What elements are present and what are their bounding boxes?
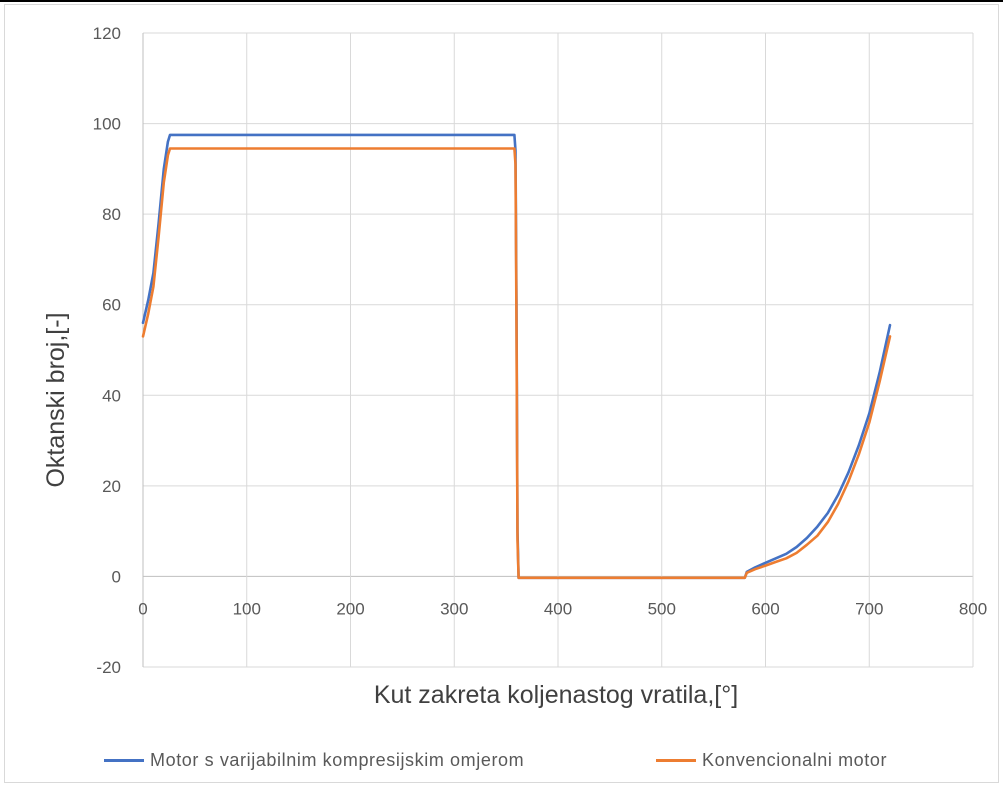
legend-swatch-series-2: [656, 758, 696, 762]
legend: Motor s varijabilnim kompresijskim omjer…: [0, 744, 1003, 776]
legend-label-series-1: Motor s varijabilnim kompresijskim omjer…: [150, 749, 525, 770]
top-border-line: [0, 0, 1003, 2]
x-tick-label: 800: [959, 599, 987, 618]
series-lines: [141, 133, 892, 580]
x-tick-label: 200: [336, 599, 364, 618]
y-tick-label: -20: [96, 658, 121, 677]
x-tick-labels: 0 100 200 300 400 500 600 700 800: [138, 599, 987, 618]
x-tick-label: 300: [440, 599, 468, 618]
x-tick-label: 0: [138, 599, 147, 618]
legend-item-series-1: Motor s varijabilnim kompresijskim omjer…: [104, 744, 524, 776]
legend-item-series-2: Konvencionalni motor: [656, 744, 887, 776]
series-line-2: [141, 147, 892, 580]
y-tick-label: 100: [93, 115, 121, 134]
y-tick-label: 0: [112, 567, 121, 586]
y-tick-label: 120: [93, 24, 121, 43]
y-tick-label: 60: [102, 296, 121, 315]
y-tick-label: 80: [102, 205, 121, 224]
gridlines: [142, 32, 974, 668]
y-tick-label: 40: [102, 386, 121, 405]
legend-label-series-2: Konvencionalni motor: [702, 749, 888, 770]
x-tick-label: 700: [855, 599, 883, 618]
y-axis-title: Oktanski broj,[-]: [42, 312, 70, 487]
y-tick-labels: -20 0 20 40 60 80 100 120: [93, 24, 121, 677]
x-tick-label: 400: [544, 599, 572, 618]
y-tick-label: 20: [102, 477, 121, 496]
x-axis-title: Kut zakreta koljenastog vratila,[°]: [374, 681, 738, 709]
x-tick-label: 500: [648, 599, 676, 618]
legend-swatch-series-1: [104, 758, 144, 762]
x-tick-label: 100: [233, 599, 261, 618]
x-tick-label: 600: [751, 599, 779, 618]
